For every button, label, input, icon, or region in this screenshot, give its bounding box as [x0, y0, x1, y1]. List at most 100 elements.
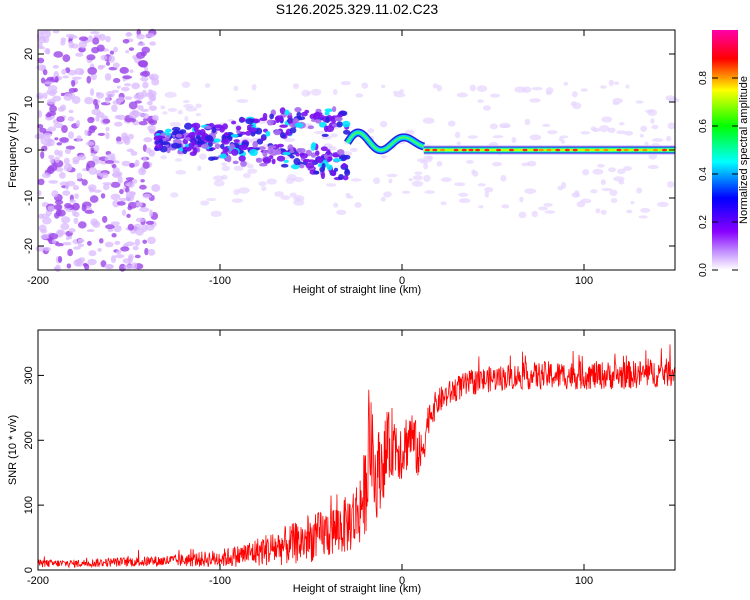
noise-blob — [101, 215, 108, 223]
haze-blob — [580, 198, 592, 204]
scatter-blob — [182, 146, 192, 151]
haze-blob — [174, 158, 183, 162]
scatter-blob — [273, 129, 282, 136]
haze-blob — [608, 79, 614, 87]
scatter-blob — [219, 126, 225, 133]
noise-blob — [89, 187, 94, 193]
scatter-blob — [338, 174, 344, 181]
haze-blob — [183, 104, 194, 109]
noise-blob — [68, 227, 76, 233]
scatter-blob — [226, 155, 232, 163]
scatter-blob — [162, 137, 167, 143]
noise-blob — [65, 33, 75, 38]
scatter-blob — [252, 140, 259, 148]
scatter-blob — [294, 122, 304, 128]
noise-blob — [42, 216, 52, 225]
haze-blob — [524, 188, 537, 194]
noise-blob — [140, 76, 149, 82]
scatter-blob — [214, 143, 221, 149]
haze-blob — [499, 124, 511, 129]
haze-blob — [197, 165, 202, 172]
scatter-blob — [165, 128, 172, 133]
haze-blob — [492, 135, 504, 139]
noise-blob — [135, 227, 144, 236]
haze-blob — [213, 179, 225, 187]
noise-blob — [100, 193, 106, 199]
scatter-blob — [219, 153, 228, 159]
noise-blob — [63, 157, 70, 165]
noise-blob — [96, 44, 105, 52]
haze-blob — [423, 162, 429, 170]
haze-blob — [289, 192, 297, 198]
noise-blob — [44, 47, 51, 55]
haze-blob — [490, 93, 501, 98]
noise-blob — [134, 159, 140, 167]
haze-blob — [233, 85, 239, 92]
haze-blob — [458, 192, 469, 197]
noise-blob — [97, 248, 102, 252]
noise-blob — [37, 57, 45, 64]
y-tick-label: -20 — [23, 238, 35, 254]
scatter-blob — [336, 121, 343, 128]
noise-blob — [129, 69, 134, 73]
noise-blob — [72, 185, 80, 191]
noise-blob — [53, 122, 64, 129]
x-tick-label: -200 — [27, 275, 49, 287]
noise-blob — [63, 163, 73, 172]
scatter-blob — [326, 150, 331, 156]
carrier-peak — [572, 148, 578, 152]
noise-blob — [92, 98, 98, 106]
haze-blob — [292, 83, 300, 90]
haze-blob — [349, 147, 358, 152]
haze-blob — [206, 198, 217, 202]
scatter-blob — [198, 140, 205, 145]
haze-blob — [482, 105, 491, 111]
noise-blob — [131, 82, 140, 90]
haze-blob — [423, 174, 431, 182]
haze-blob — [651, 138, 664, 143]
haze-blob — [612, 97, 623, 104]
noise-blob — [116, 140, 124, 145]
noise-blob — [113, 46, 118, 53]
noise-blob — [71, 79, 76, 87]
noise-blob — [78, 238, 83, 242]
scatter-blob — [315, 119, 322, 124]
haze-blob — [380, 155, 387, 159]
scatter-blob — [204, 125, 212, 130]
noise-blob — [81, 204, 87, 212]
haze-blob — [630, 200, 635, 205]
scatter-blob — [275, 116, 280, 124]
noise-blob — [38, 224, 47, 232]
haze-blob — [489, 123, 498, 130]
scatter-blob — [175, 133, 183, 138]
haze-blob — [162, 111, 168, 115]
haze-blob — [608, 167, 617, 173]
noise-blob — [142, 161, 150, 169]
haze-blob — [332, 88, 338, 96]
scatter-blob — [295, 152, 300, 157]
noise-blob — [97, 65, 104, 70]
haze-blob — [242, 172, 251, 179]
scatter-blob — [178, 147, 184, 152]
carrier-peak — [616, 148, 622, 152]
y-tick-label: 200 — [23, 431, 35, 449]
haze-blob — [477, 99, 484, 103]
noise-blob — [118, 197, 128, 202]
scatter-blob — [271, 158, 276, 165]
noise-blob — [100, 54, 108, 61]
x-tick-label: 100 — [575, 575, 593, 587]
haze-blob — [261, 186, 267, 192]
noise-blob — [48, 154, 55, 160]
haze-blob — [258, 181, 267, 187]
noise-blob — [64, 148, 72, 155]
noise-blob — [102, 118, 111, 124]
spectrogram-carrier-line — [344, 128, 675, 155]
noise-blob — [147, 236, 156, 245]
scatter-blob — [231, 120, 237, 125]
scatter-blob — [153, 135, 162, 142]
scatter-blob — [265, 130, 271, 137]
scatter-blob — [231, 148, 239, 156]
scatter-blob — [296, 111, 302, 118]
haze-blob — [529, 98, 541, 103]
